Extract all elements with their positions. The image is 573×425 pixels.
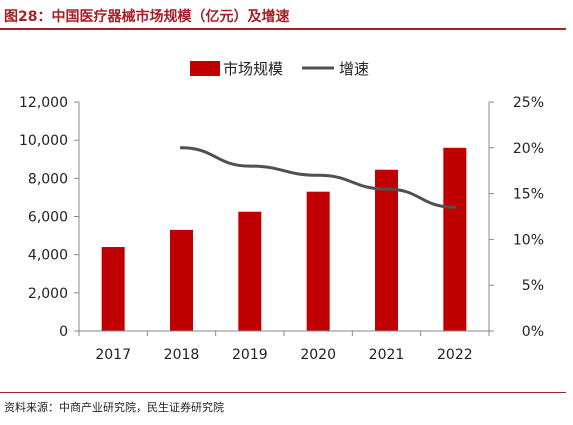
- x-tick-label: 2022: [437, 347, 473, 363]
- right-tick-label: 0%: [522, 324, 544, 340]
- right-tick-label: 20%: [513, 141, 544, 157]
- title-divider: [0, 28, 566, 30]
- right-tick-label: 10%: [513, 232, 544, 248]
- bar: [306, 191, 330, 331]
- growth-point: [316, 173, 320, 177]
- growth-point: [248, 164, 252, 168]
- x-axis: 2017 2018 2019 2020 2021 2022: [78, 330, 490, 363]
- bar: [375, 169, 398, 331]
- bar: [101, 247, 125, 331]
- left-axis: 0 2,000 4,000 6,000 8,000 10,000 12,000: [19, 95, 80, 340]
- x-tick-label: 2020: [300, 347, 336, 363]
- left-tick-label: 10,000: [19, 133, 68, 149]
- legend-label-line: 增速: [339, 60, 369, 78]
- legend: 市场规模 增速: [190, 60, 369, 78]
- left-tick-label: 0: [59, 324, 68, 340]
- x-tick-label: 2018: [164, 347, 200, 363]
- x-tick-label: 2021: [369, 347, 405, 363]
- right-tick-label: 5%: [522, 278, 544, 294]
- bar-series: [101, 147, 467, 331]
- legend-label-bar: 市场规模: [223, 60, 283, 78]
- bar: [238, 211, 262, 331]
- right-tick-label: 15%: [513, 187, 544, 203]
- left-tick-label: 6,000: [28, 210, 68, 226]
- bar: [443, 147, 467, 331]
- right-tick-label: 25%: [513, 95, 544, 111]
- footer-divider: [0, 392, 566, 393]
- growth-point: [180, 146, 183, 150]
- bar: [170, 229, 193, 331]
- x-tick-label: 2017: [95, 347, 131, 363]
- right-axis: 0% 5% 10% 15% 20% 25%: [488, 95, 544, 340]
- growth-point: [385, 187, 388, 191]
- source-note: 资料来源：中商产业研究院，民生证券研究院: [4, 401, 224, 414]
- left-tick-label: 12,000: [19, 95, 68, 111]
- left-tick-label: 2,000: [28, 286, 68, 302]
- line-series: [180, 146, 457, 209]
- left-tick-label: 8,000: [28, 171, 68, 187]
- figure-title: 图28：中国医疗器械市场规模（亿元）及增速: [4, 9, 290, 25]
- legend-swatch-bar: [190, 61, 220, 76]
- growth-point: [453, 205, 457, 209]
- x-tick-label: 2019: [232, 347, 268, 363]
- left-tick-label: 4,000: [28, 248, 68, 264]
